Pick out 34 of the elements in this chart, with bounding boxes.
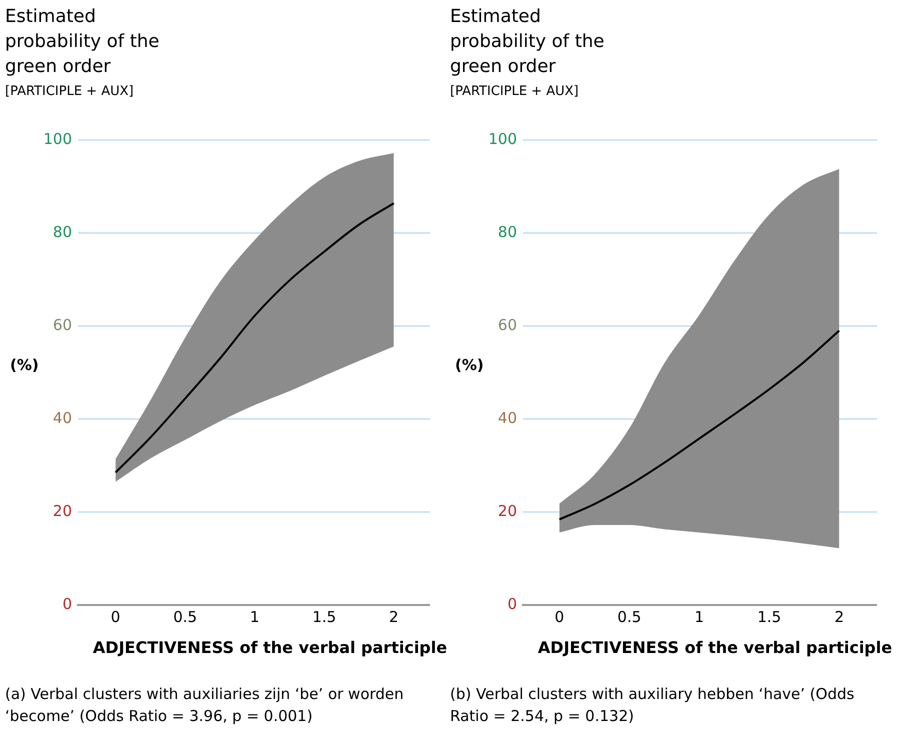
x-tick-label: 2	[834, 608, 844, 626]
chart-subtitle: [PARTICIPLE + AUX]	[450, 84, 579, 99]
y-tick-label: 60	[498, 316, 517, 334]
y-tick-label: 60	[52, 316, 72, 334]
y-tick-label: 20	[498, 502, 517, 520]
y-tick-label: 0	[507, 594, 517, 613]
y-tick-label: 0	[62, 594, 72, 613]
x-tick-label: 0.5	[173, 608, 198, 626]
x-tick-label: 1.5	[312, 608, 336, 626]
text: (b) Verbal clusters with auxiliary hebben ‘have’ (Odds Ratio = 2.54, p = 0.132)	[450, 684, 856, 727]
x-axis-title: ADJECTIVENESS of the verbal participle	[536, 638, 894, 657]
line-series	[558, 330, 840, 520]
x-tick-label: 0	[554, 608, 564, 626]
y-tick-label: 80	[498, 222, 517, 241]
y-tick-label: 40	[52, 408, 72, 427]
y-tick-label: 100	[488, 130, 517, 148]
x-tick-label: 0	[110, 608, 120, 626]
y-tick-label: 40	[498, 408, 517, 427]
x-tick-label: 1.5	[757, 608, 782, 626]
y-axis-title: (%)	[10, 356, 39, 374]
chart-subtitle: [PARTICIPLE + AUX]	[5, 84, 134, 99]
y-tick-label: 80	[52, 222, 72, 241]
chart-title: Estimated probability of the green order	[450, 5, 606, 79]
y-axis-title: (%)	[455, 356, 484, 374]
line-series	[114, 202, 395, 474]
y-tick-label: 100	[43, 130, 72, 148]
x-tick-label: 1	[694, 608, 704, 626]
chart-title: Estimated probability of the green order	[5, 5, 160, 79]
text: (a) Verbal clusters with auxiliaries zijn ‘be’ or worden ‘become’ (Odds Ratio = 3.96, p = 0.001)	[5, 684, 405, 727]
x-tick-label: 2	[389, 608, 399, 626]
x-axis-title: ADJECTIVENESS of the verbal participle	[92, 638, 448, 657]
x-tick-label: 0.5	[617, 608, 642, 626]
y-tick-label: 20	[52, 502, 72, 520]
x-tick-label: 1	[250, 608, 260, 626]
